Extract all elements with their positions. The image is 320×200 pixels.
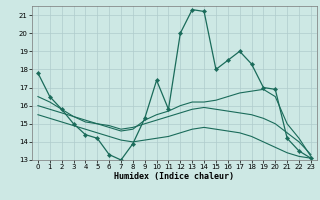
X-axis label: Humidex (Indice chaleur): Humidex (Indice chaleur) [115, 172, 234, 181]
